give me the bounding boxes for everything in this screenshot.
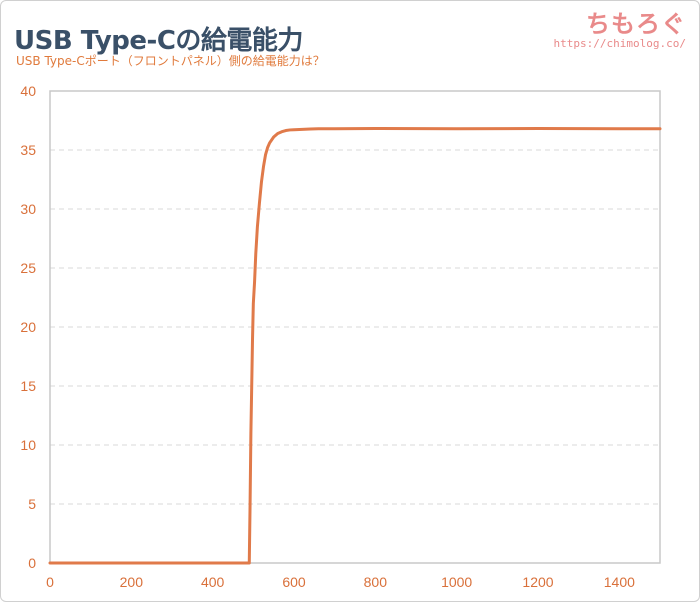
chart-title: USB Type-Cの給電能力: [14, 26, 303, 56]
brand-logo: ちもろぐ https://chimolog.co/: [554, 4, 686, 50]
y-tick-label: 0: [28, 555, 36, 571]
y-tick-label: 25: [20, 260, 36, 276]
y-tick-label: 40: [20, 83, 36, 99]
brand-url: https://chimolog.co/: [553, 37, 686, 50]
y-tick-label: 35: [20, 142, 36, 158]
x-tick-label: 600: [282, 574, 306, 590]
y-tick-label: 15: [20, 378, 36, 394]
x-tick-labels: 0 200 400 600 800 1000 1200 1400: [46, 574, 635, 590]
x-tick-label: 0: [46, 574, 54, 590]
y-tick-labels: 0 5 10 15 20 25 30 35 40: [20, 83, 36, 571]
series-line: [48, 127, 662, 565]
x-tick-label: 1000: [441, 574, 472, 590]
brand-name: ちもろぐ: [586, 10, 686, 38]
x-tick-label: 200: [120, 574, 144, 590]
x-tick-label: 1400: [604, 574, 635, 590]
plot-border: [49, 90, 661, 564]
plot-area-border: [49, 90, 661, 564]
series-layer: [48, 127, 662, 565]
y-tick-label: 5: [28, 496, 36, 512]
y-tick-label: 30: [20, 201, 36, 217]
y-tick-label: 10: [20, 437, 36, 453]
chart-subtitle: USB Type-Cポート（フロントパネル）側の給電能力は？: [16, 54, 325, 68]
x-tick-label: 1200: [522, 574, 553, 590]
grid-lines: [50, 90, 660, 505]
x-tick-label: 400: [201, 574, 225, 590]
x-tick-label: 800: [364, 574, 388, 590]
y-tick-label: 20: [20, 319, 36, 335]
